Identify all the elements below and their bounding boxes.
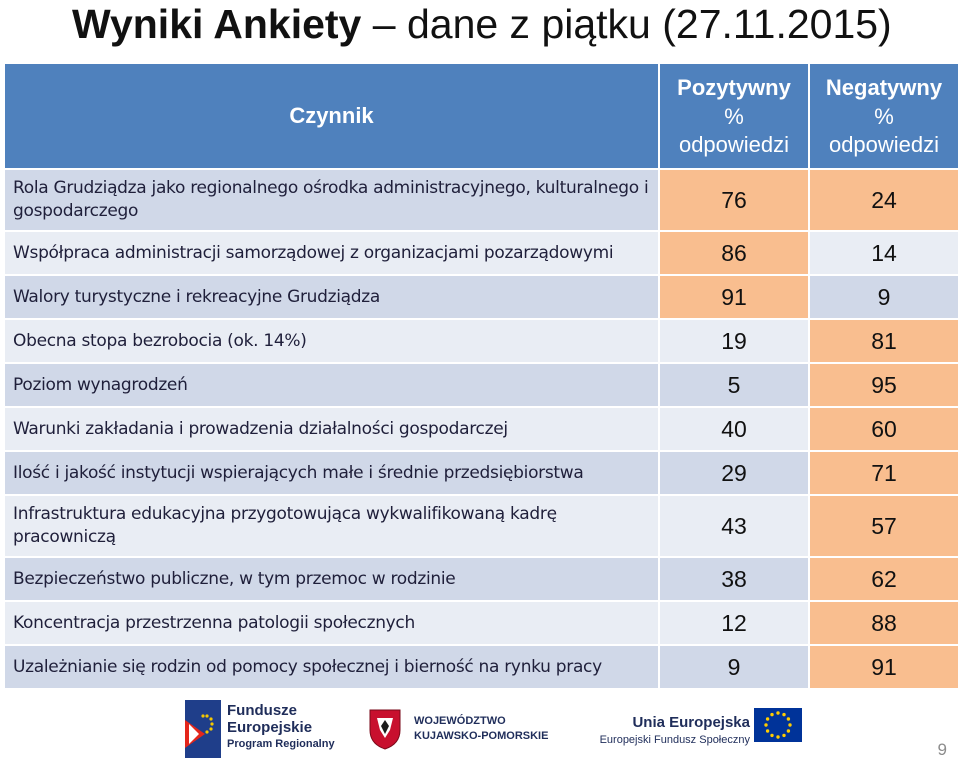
woj-line2: KUJAWSKO-POMORSKIE xyxy=(414,730,549,742)
negative-cell: 14 xyxy=(808,230,959,276)
page-number: 9 xyxy=(937,740,947,759)
positive-cell: 12 xyxy=(658,600,810,646)
fundusze-europejskie-icon xyxy=(185,700,221,758)
negative-header-sub: odpowiedzi xyxy=(828,132,940,157)
table-row: Rola Grudziądza jako regionalnego ośrodk… xyxy=(3,168,959,232)
negative-cell: 60 xyxy=(808,406,959,452)
negative-cell: 81 xyxy=(808,318,959,364)
ue-line2: Europejski Fundusz Społeczny xyxy=(599,734,750,746)
positive-cell: 76 xyxy=(658,168,810,232)
table-row: Obecna stopa bezrobocia (ok. 14%) 19 81 xyxy=(3,318,959,364)
positive-cell: 29 xyxy=(658,450,810,496)
positive-cell: 43 xyxy=(658,494,810,558)
table-row: Walory turystyczne i rekreacyjne Grudzią… xyxy=(3,274,959,320)
table-row: Koncentracja przestrzenna patologii społ… xyxy=(3,600,959,646)
negative-header-percent: % xyxy=(874,104,894,129)
negative-cell: 95 xyxy=(808,362,959,408)
positive-column-header: Pozytywny % odpowiedzi xyxy=(658,62,810,170)
table-row: Ilość i jakość instytucji wspierających … xyxy=(3,450,959,496)
factor-cell: Ilość i jakość instytucji wspierających … xyxy=(3,450,660,496)
eu-flag-icon xyxy=(754,708,802,742)
negative-column-header: Negatywny % odpowiedzi xyxy=(808,62,959,170)
factor-cell: Współpraca administracji samorządowej z … xyxy=(3,230,660,276)
factor-cell: Warunki zakładania i prowadzenia działal… xyxy=(3,406,660,452)
wojewodztwo-logo: WOJEWÓDZTWO KUJAWSKO-POMORSKIE xyxy=(368,708,548,755)
table-row: Poziom wynagrodzeń 5 95 xyxy=(3,362,959,408)
slide-title-rest: – dane z piątku (27.11.2015) xyxy=(361,1,892,47)
negative-cell: 57 xyxy=(808,494,959,558)
positive-cell: 38 xyxy=(658,556,810,602)
factor-cell: Walory turystyczne i rekreacyjne Grudzią… xyxy=(3,274,660,320)
factor-cell: Obecna stopa bezrobocia (ok. 14%) xyxy=(3,318,660,364)
table-header-row: Czynnik Pozytywny % odpowiedzi Negatywny… xyxy=(3,62,959,170)
slide-title: Wyniki Ankiety – dane z piątku (27.11.20… xyxy=(72,0,952,52)
coat-of-arms-icon xyxy=(369,709,401,750)
fe-line2: Europejskie xyxy=(227,719,313,736)
fe-line3: Program Regionalny xyxy=(227,738,335,750)
positive-cell: 5 xyxy=(658,362,810,408)
positive-cell: 86 xyxy=(658,230,810,276)
table-row: Infrastruktura edukacyjna przygotowująca… xyxy=(3,494,959,558)
woj-line1: WOJEWÓDZTWO xyxy=(414,715,506,727)
footer-logos: Fundusze Europejskie Program Regionalny … xyxy=(0,690,959,769)
negative-cell: 24 xyxy=(808,168,959,232)
negative-cell: 91 xyxy=(808,644,959,690)
positive-header-percent: % xyxy=(724,104,744,129)
factor-cell: Bezpieczeństwo publiczne, w tym przemoc … xyxy=(3,556,660,602)
table-row: Współpraca administracji samorządowej z … xyxy=(3,230,959,276)
positive-cell: 91 xyxy=(658,274,810,320)
positive-cell: 9 xyxy=(658,644,810,690)
slide-title-bold: Wyniki Ankiety xyxy=(72,1,362,47)
positive-cell: 40 xyxy=(658,406,810,452)
factor-cell: Uzależnianie się rodzin od pomocy społec… xyxy=(3,644,660,690)
negative-cell: 88 xyxy=(808,600,959,646)
factor-cell: Poziom wynagrodzeń xyxy=(3,362,660,408)
positive-header-title: Pozytywny xyxy=(677,75,791,100)
table-row: Warunki zakładania i prowadzenia działal… xyxy=(3,406,959,452)
negative-header-title: Negatywny xyxy=(825,75,943,100)
table-row: Bezpieczeństwo publiczne, w tym przemoc … xyxy=(3,556,959,602)
factor-cell: Rola Grudziądza jako regionalnego ośrodk… xyxy=(3,168,660,232)
table-row: Uzależnianie się rodzin od pomocy społec… xyxy=(3,644,959,690)
ue-line1: Unia Europejska xyxy=(632,714,750,731)
factor-cell: Koncentracja przestrzenna patologii społ… xyxy=(3,600,660,646)
positive-cell: 19 xyxy=(658,318,810,364)
fe-line1: Fundusze xyxy=(227,702,297,719)
factor-cell: Infrastruktura edukacyjna przygotowująca… xyxy=(3,494,660,558)
survey-results-table: Czynnik Pozytywny % odpowiedzi Negatywny… xyxy=(3,62,959,690)
negative-cell: 71 xyxy=(808,450,959,496)
fundusze-europejskie-logo: Fundusze Europejskie Program Regionalny xyxy=(185,700,335,763)
positive-header-sub: odpowiedzi xyxy=(678,132,790,157)
negative-cell: 9 xyxy=(808,274,959,320)
factor-column-header: Czynnik xyxy=(3,62,660,170)
negative-cell: 62 xyxy=(808,556,959,602)
